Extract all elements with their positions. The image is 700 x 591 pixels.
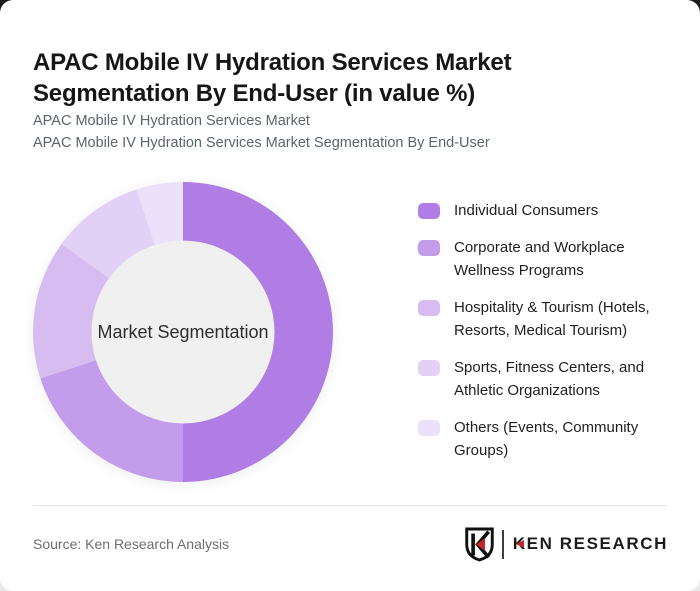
chart-subtitle: APAC Mobile IV Hydration Services Market… <box>33 111 673 154</box>
legend-label: Corporate and Workplace Wellness Program… <box>454 238 625 280</box>
legend-item[interactable]: Hospitality & Tourism (Hotels, Resorts, … <box>418 296 668 343</box>
logo-brand-text: K EN RESEARCH <box>513 534 668 554</box>
source-text: Source: Ken Research Analysis <box>33 536 230 552</box>
legend-item[interactable]: Corporate and Workplace Wellness Program… <box>418 236 668 283</box>
legend-label: Hospitality & Tourism (Hotels, Resorts, … <box>454 298 650 340</box>
chart-legend: Individual Consumers Corporate and Workpl… <box>418 199 668 463</box>
logo-separator <box>501 529 504 559</box>
legend-swatch <box>418 239 440 256</box>
legend-swatch <box>418 203 440 219</box>
page-title: APAC Mobile IV Hydration Services Market… <box>33 49 512 108</box>
logo-shield-icon <box>465 527 494 562</box>
logo-k-red-triangle <box>515 540 524 548</box>
chart-area: Market Segmentation <box>33 182 333 482</box>
ken-research-logo: K EN RESEARCH <box>464 526 668 562</box>
chart-subtitle-line-2: APAC Mobile IV Hydration Services Market… <box>33 134 490 151</box>
footer-divider <box>33 505 667 506</box>
chart-subtitle-line-1: APAC Mobile IV Hydration Services Market <box>33 113 310 129</box>
legend-item[interactable]: Sports, Fitness Centers, and Athletic Or… <box>418 356 668 403</box>
logo-brand-rest: EN RESEARCH <box>526 534 668 553</box>
legend-swatch <box>418 419 440 436</box>
donut-center-circle <box>91 240 275 424</box>
legend-label: Individual Consumers <box>454 202 599 219</box>
legend-item[interactable]: Individual Consumers <box>418 199 668 223</box>
legend-swatch <box>418 359 440 376</box>
legend-label: Sports, Fitness Centers, and Athletic Or… <box>454 358 645 400</box>
logo-brand-k: K <box>512 534 527 553</box>
logo-red-triangle <box>476 537 485 551</box>
donut-chart <box>33 182 333 482</box>
legend-item[interactable]: Others (Events, Community Groups) <box>418 416 668 463</box>
legend-swatch <box>418 299 440 316</box>
legend-label: Others (Events, Community Groups) <box>454 418 639 460</box>
